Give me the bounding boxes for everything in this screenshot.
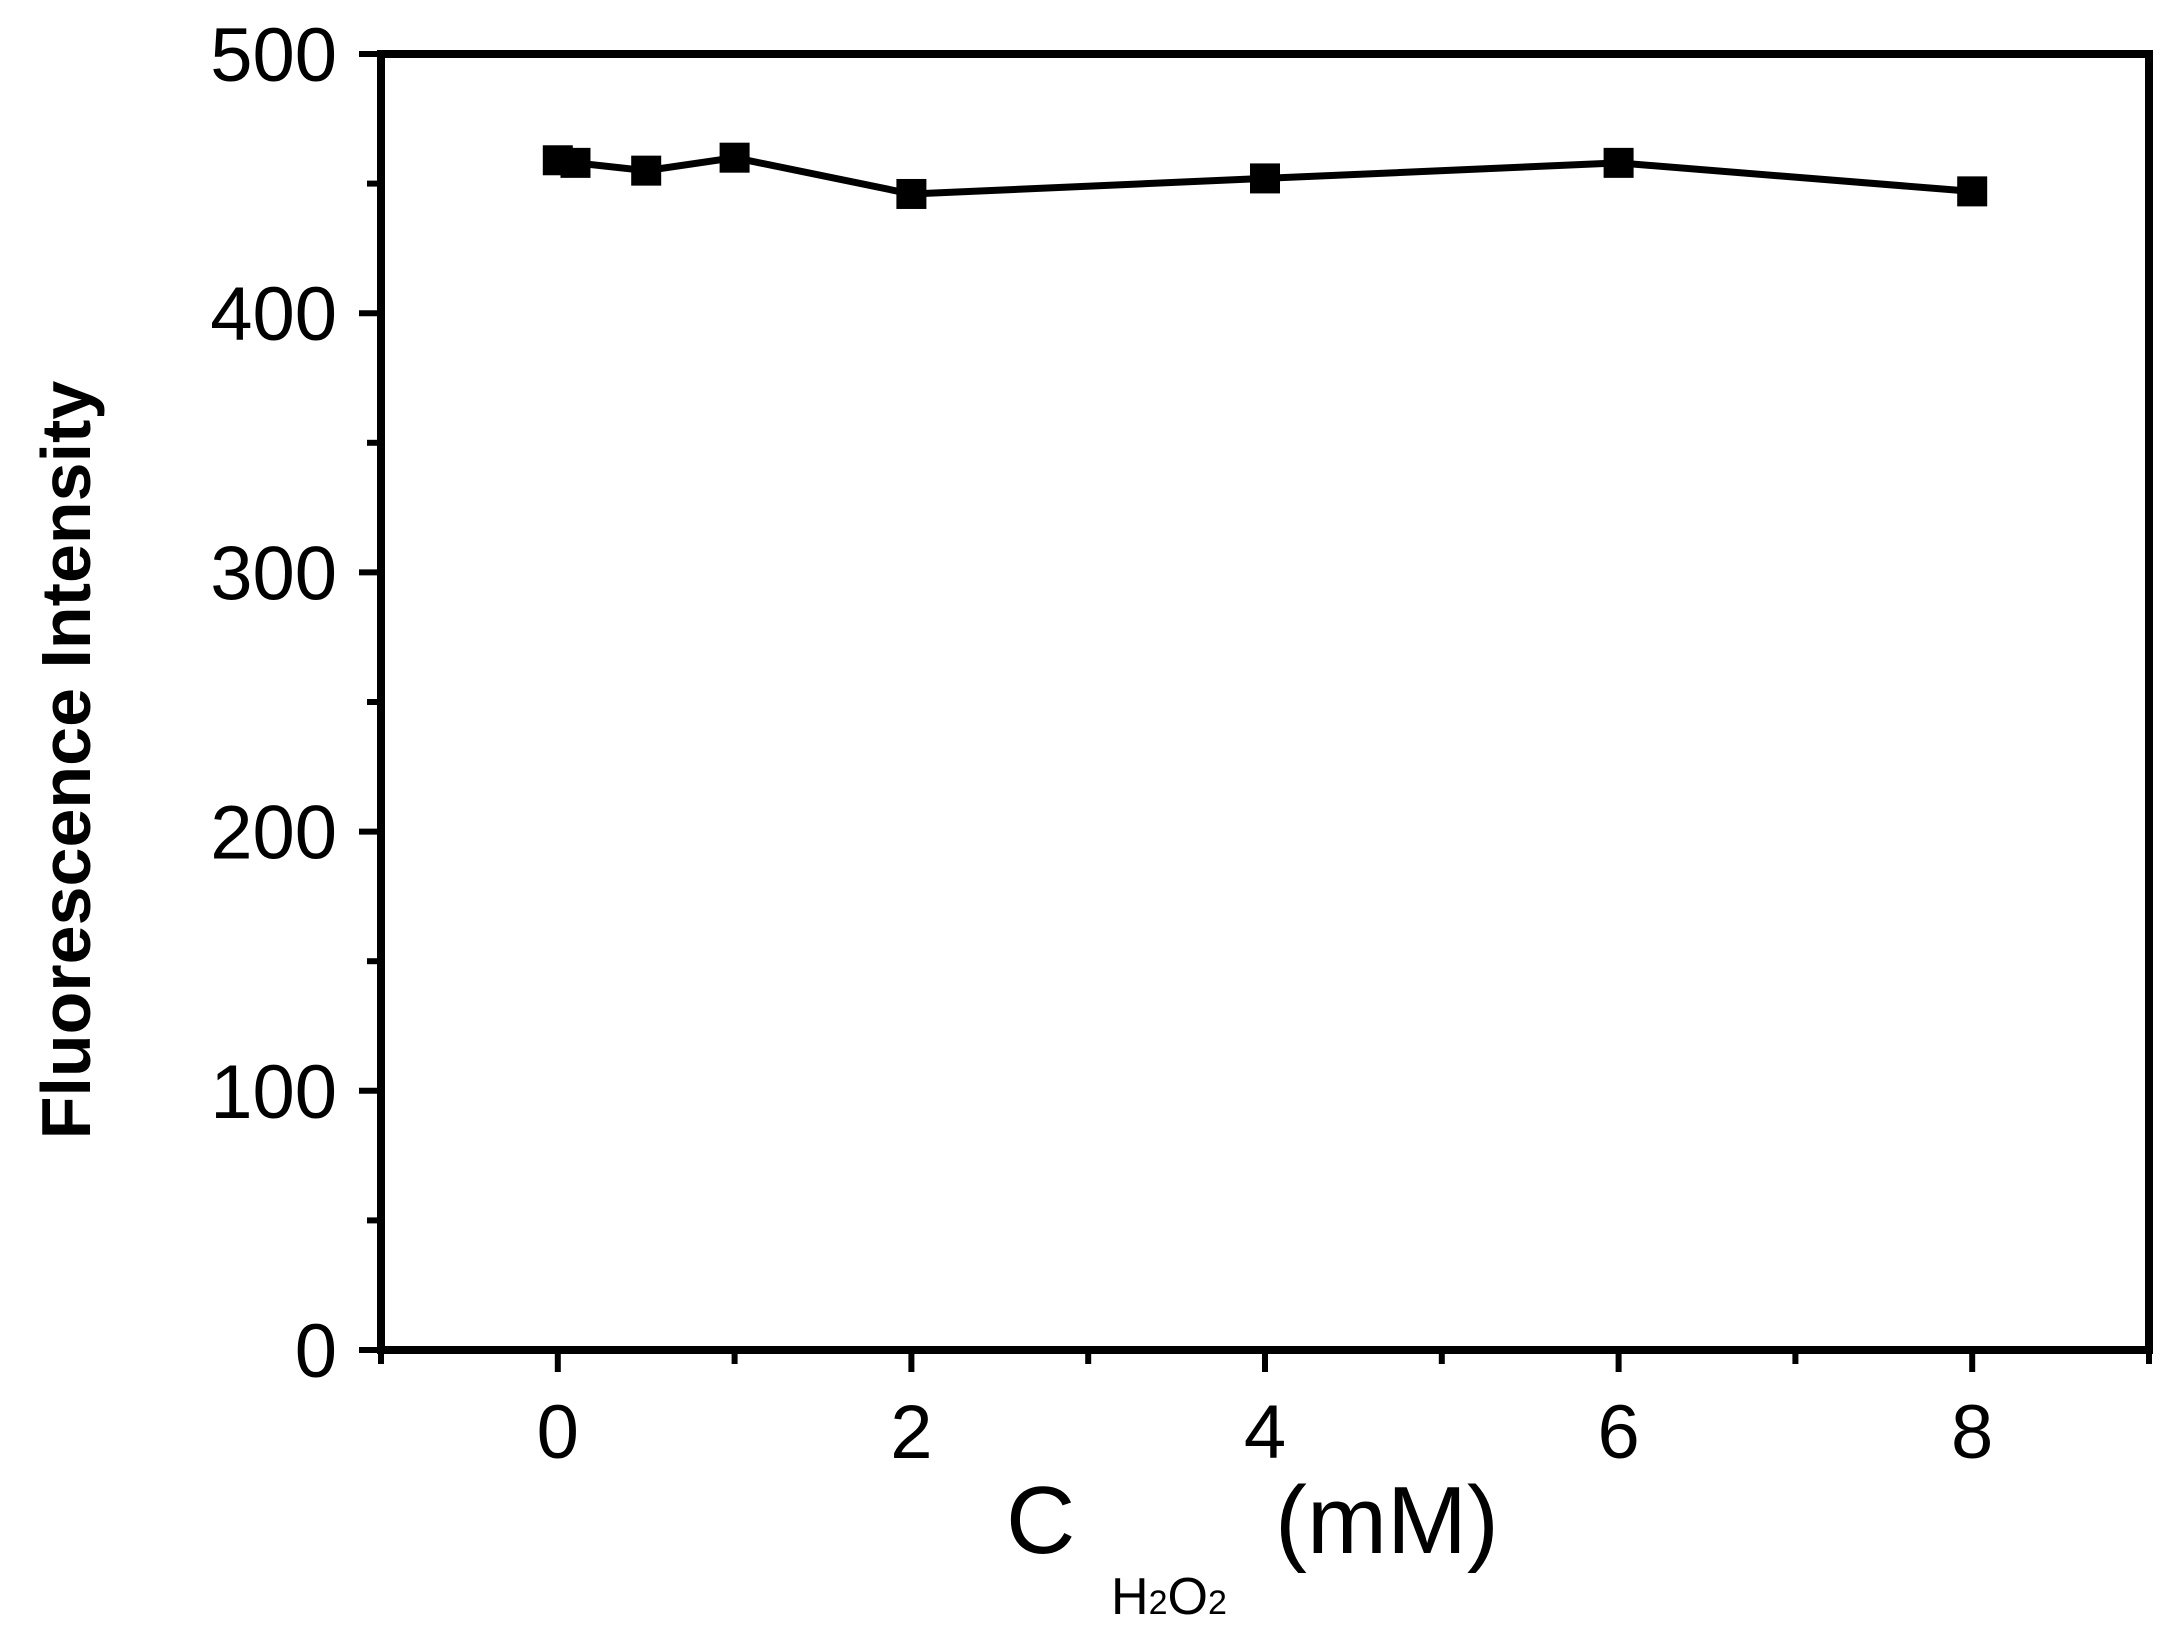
data-point-marker <box>560 147 591 178</box>
data-point-marker <box>719 142 750 173</box>
x-tick-label: 4 <box>1244 1390 1286 1475</box>
data-point-marker <box>1957 176 1988 207</box>
x-axis-title-subscript-part: 2 <box>1149 1584 1168 1622</box>
x-axis-title-subscript-part: H <box>1111 1568 1149 1626</box>
x-tick-label: 0 <box>537 1390 579 1475</box>
y-tick-label: 300 <box>210 531 337 616</box>
y-tick-label: 400 <box>210 272 337 357</box>
x-axis-title-subscript-part: 2 <box>1208 1584 1227 1622</box>
x-axis-title-main: C <box>1006 1467 1075 1574</box>
x-tick-label: 2 <box>890 1390 932 1475</box>
x-axis-title: C H2O2 (mM) <box>1006 1467 1499 1626</box>
data-point-marker <box>1250 163 1280 194</box>
y-tick-label: 100 <box>210 1050 337 1135</box>
series-layer <box>542 142 1988 209</box>
x-tick-label: 8 <box>1951 1390 1993 1475</box>
x-axis-title-subscript: H2O2 <box>1111 1568 1227 1626</box>
x-tick-label: 6 <box>1597 1390 1639 1475</box>
data-point-marker <box>631 155 662 186</box>
y-axis-ticks <box>359 51 381 1353</box>
x-axis-tick-labels: 0 2 4 6 8 <box>537 1390 1994 1475</box>
plot-frame <box>377 50 2153 1354</box>
y-tick-label: 500 <box>210 13 337 98</box>
x-axis-title-unit: (mM) <box>1275 1467 1499 1574</box>
data-point-marker <box>896 178 927 209</box>
x-axis-title-subscript-part: O <box>1167 1568 1207 1626</box>
y-tick-label: 0 <box>295 1309 337 1394</box>
data-point-marker <box>1603 147 1634 178</box>
y-axis-title: Fluorescence Intensity <box>27 381 105 1140</box>
y-tick-label: 200 <box>210 791 337 876</box>
y-axis-tick-labels: 0 100 200 300 400 500 <box>210 13 337 1394</box>
